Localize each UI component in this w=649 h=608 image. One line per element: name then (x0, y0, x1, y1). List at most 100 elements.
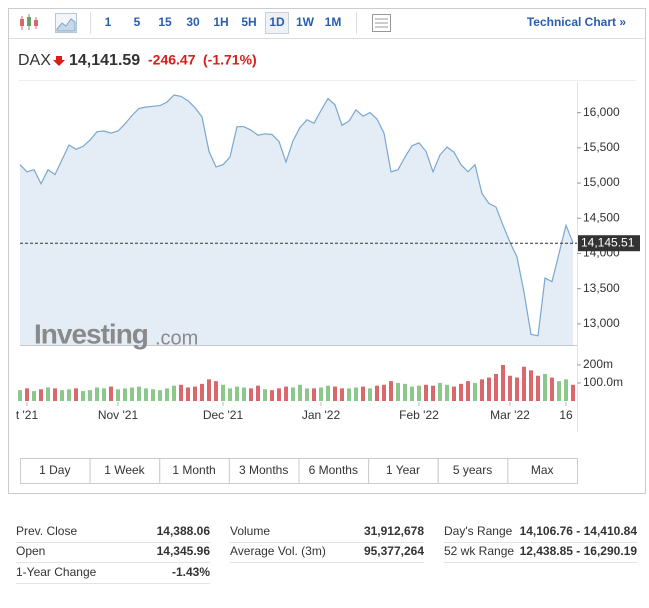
stat-label: Prev. Close (16, 524, 77, 538)
volume-bar (32, 391, 36, 401)
volume-bar (564, 379, 568, 401)
volume-tick-label: 200m (583, 357, 613, 371)
price-line (19, 94, 574, 337)
watermark-suffix: .com (155, 327, 198, 349)
volume-bar (46, 387, 50, 401)
y-tick-label: 15,500 (583, 140, 620, 154)
volume-bar (207, 379, 211, 401)
volume-bar (543, 373, 547, 401)
volume-bar (172, 385, 176, 401)
volume-bar (81, 391, 85, 401)
range-label[interactable]: 6 Months (309, 463, 358, 477)
stat-label: Average Vol. (3m) (230, 544, 326, 558)
volume-bar (25, 388, 29, 401)
volume-bar (291, 387, 295, 401)
volume-bar (515, 377, 519, 401)
table-icon[interactable] (372, 14, 391, 32)
interval-button[interactable]: 1M (325, 15, 342, 29)
volume-bar (123, 388, 127, 401)
interval-button[interactable]: 30 (186, 15, 200, 29)
volume-bar (319, 387, 323, 401)
volume-bar (235, 386, 239, 401)
volume-bar (221, 384, 225, 401)
interval-button[interactable]: 5 (134, 15, 141, 29)
volume-bar (158, 390, 162, 401)
volume-bar (130, 387, 134, 401)
volume-bar (284, 386, 288, 401)
volume-bar (382, 384, 386, 401)
area-icon[interactable] (55, 13, 77, 33)
y-tick-label: 13,000 (583, 316, 620, 330)
stat-label: Open (16, 544, 45, 558)
volume-bar (95, 387, 99, 401)
y-tick-label: 16,000 (583, 105, 620, 119)
range-label[interactable]: 3 Months (239, 463, 288, 477)
volume-bar (277, 388, 281, 401)
volume-bar (116, 389, 120, 401)
range-button[interactable] (89, 458, 161, 484)
last-price-label: 14,145.51 (581, 235, 635, 249)
stat-label: 1-Year Change (16, 565, 97, 579)
area-fill (20, 95, 573, 345)
volume-bar (228, 388, 232, 401)
range-label[interactable]: 1 Week (104, 463, 145, 477)
x-tick-label: Jan '22 (302, 408, 341, 422)
volume-bar (424, 384, 428, 401)
interval-button[interactable]: 1H (213, 15, 228, 29)
volume-bar (214, 381, 218, 401)
volume-bar (473, 382, 477, 401)
volume-bar (333, 386, 337, 401)
volume-bar (18, 390, 22, 401)
volume-bar (186, 387, 190, 401)
volume-bar (179, 384, 183, 401)
volume-bar (137, 386, 141, 401)
volume-bar (39, 389, 43, 401)
volume-bar (340, 388, 344, 401)
range-label[interactable]: 5 years (453, 463, 492, 477)
volume-bar (144, 388, 148, 401)
volume-bar (529, 370, 533, 401)
technical-chart-link[interactable]: Technical Chart » (527, 15, 626, 29)
price: 14,141.59 (69, 52, 140, 69)
volume-bar (452, 386, 456, 401)
symbol: DAX (18, 52, 51, 69)
interval-button[interactable]: 5H (241, 15, 256, 29)
candle-icon[interactable] (20, 14, 38, 30)
change-percent: (-1.71%) (203, 52, 257, 68)
watermark-brand: Investing (34, 318, 148, 349)
volume-tick-label: 100.0m (583, 375, 623, 389)
volume-bar (431, 385, 435, 401)
y-tick-label: 14,500 (583, 210, 620, 224)
stat-label: Day's Range (444, 524, 513, 538)
down-arrow (53, 56, 65, 66)
interval-button[interactable]: 1 (105, 15, 112, 29)
range-label[interactable]: 1 Day (39, 463, 70, 477)
interval-button[interactable]: 1D (269, 15, 285, 29)
volume-bar (151, 389, 155, 401)
x-tick-label: Dec '21 (203, 408, 244, 422)
x-tick-label: Feb '22 (399, 408, 439, 422)
interval-button[interactable]: 1W (296, 15, 315, 29)
range-button[interactable] (298, 458, 370, 484)
range-label[interactable]: Max (531, 463, 554, 477)
stat-label: Volume (230, 524, 270, 538)
range-button[interactable] (507, 458, 578, 484)
range-label[interactable]: 1 Year (386, 463, 420, 477)
y-tick-label: 13,500 (583, 281, 620, 295)
volume-bar (165, 388, 169, 401)
volume-bar (501, 364, 505, 401)
range-buttons: 1 Day 1 Week 1 Month 3 Months 6 Months 1 Year… (20, 458, 578, 484)
range-button[interactable] (368, 458, 439, 484)
interval-button[interactable]: 15 (158, 15, 172, 29)
range-button[interactable] (228, 458, 300, 484)
volume-bar (508, 375, 512, 401)
volume-bar (361, 386, 365, 401)
volume-bar (53, 388, 57, 401)
volume-bar (200, 383, 204, 401)
volume-bar (60, 390, 64, 401)
volume-bar (522, 366, 526, 401)
range-label[interactable]: 1 Month (172, 463, 215, 477)
active-interval (265, 12, 289, 34)
stat-label: 52 wk Range (444, 544, 514, 558)
